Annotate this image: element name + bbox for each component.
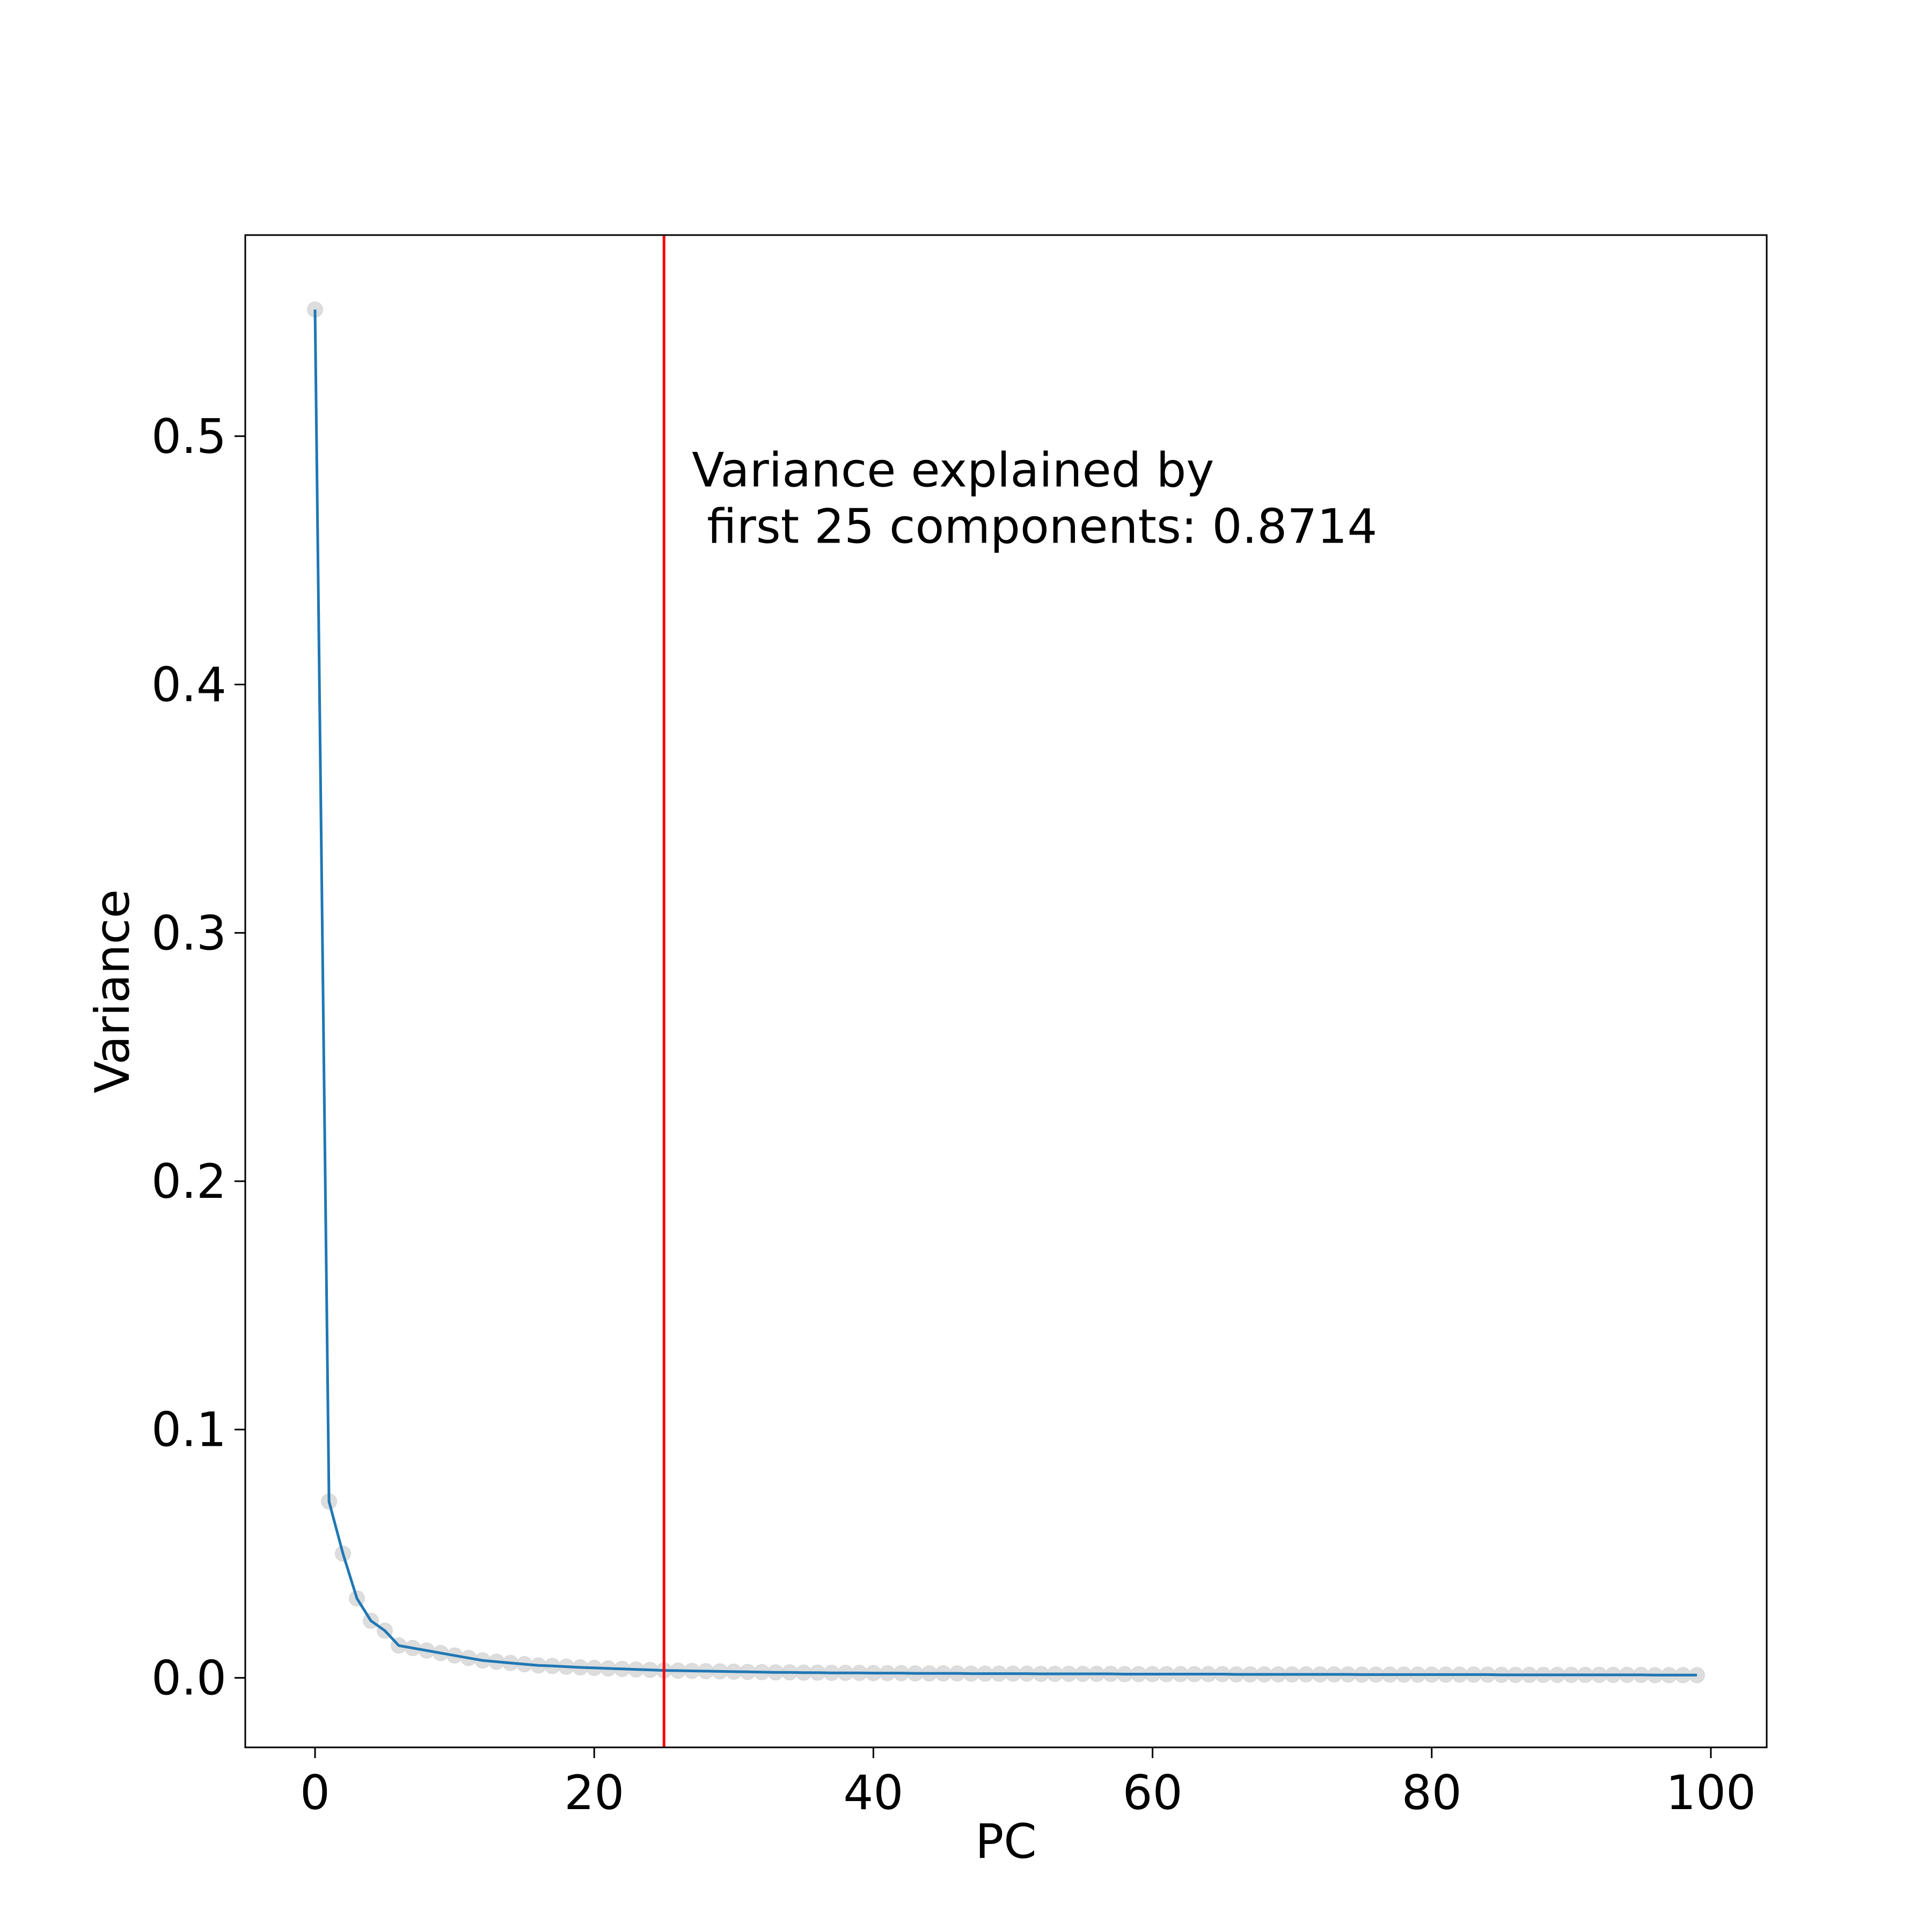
x-tick-label: 20 [564, 1765, 624, 1820]
y-tick-label: 0.4 [151, 657, 226, 713]
y-axis-title: Variance [85, 889, 140, 1093]
x-tick-label: 40 [843, 1765, 903, 1820]
x-tick-label: 0 [300, 1765, 330, 1820]
x-tick-label: 80 [1402, 1765, 1462, 1820]
y-tick-label: 0.1 [151, 1402, 226, 1458]
y-tick-label: 0.5 [151, 409, 226, 464]
annotation-line-2: first 25 components: 0.8714 [692, 499, 1377, 554]
variance-line [313, 309, 1697, 1677]
y-tick-label: 0.3 [151, 905, 226, 961]
x-axis-title: PC [975, 1814, 1037, 1869]
y-tick-label: 0.0 [151, 1650, 226, 1706]
variance-annotation: Variance explained by first 25 component… [0, 0, 1452, 554]
x-tick-label: 60 [1123, 1765, 1183, 1820]
plot-frame [244, 234, 1768, 1748]
y-tick-label: 0.2 [151, 1154, 226, 1209]
annotation-line-1: Variance explained by [692, 443, 1214, 498]
x-tick-label: 100 [1666, 1765, 1756, 1820]
plot-area: 0 20 40 60 80 100 0.0 0.1 0.2 0.3 0.4 0.5 [151, 234, 1768, 1820]
